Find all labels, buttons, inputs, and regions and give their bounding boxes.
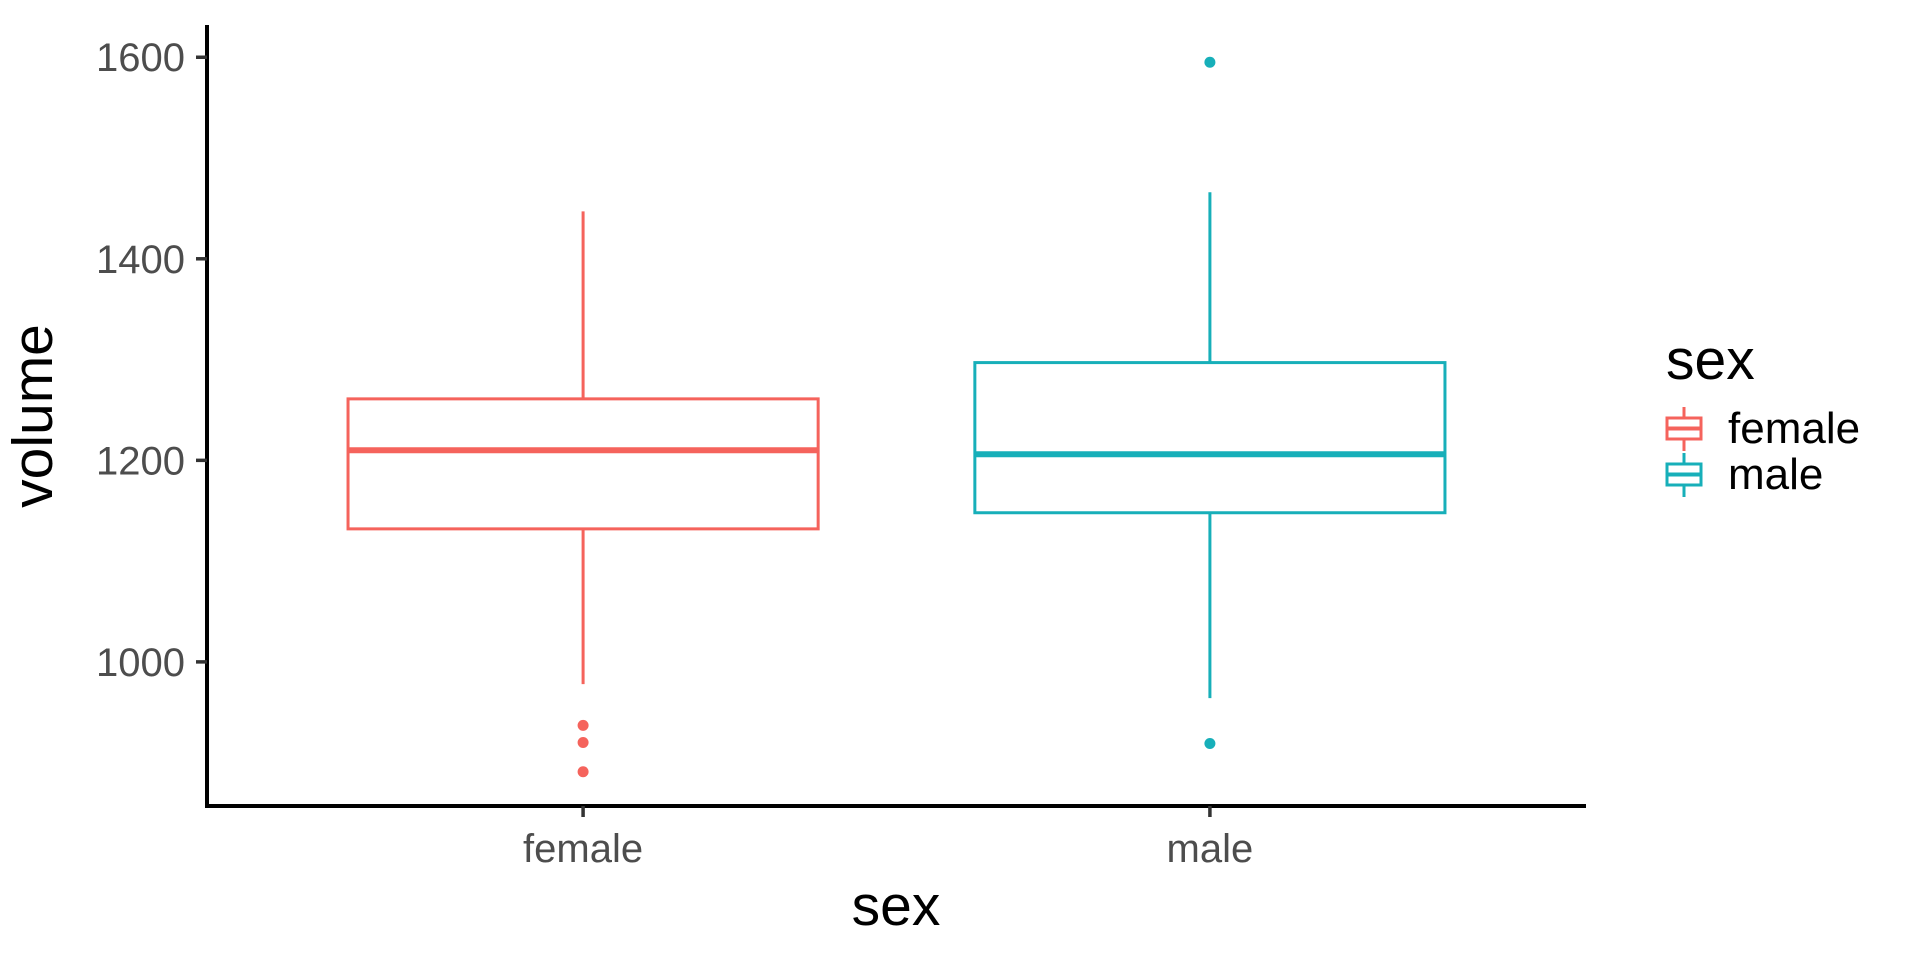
female-box — [346, 397, 820, 531]
y-tick-label: 1600 — [96, 36, 185, 80]
male-outlier-point — [1204, 738, 1216, 750]
plot-panel: 1000 1200 1400 1600 female male — [96, 25, 1586, 871]
y-tick-label: 1000 — [96, 641, 185, 685]
legend-title: sex — [1666, 328, 1755, 392]
female-outlier-point — [577, 766, 589, 778]
x-tick-label: male — [1167, 827, 1254, 871]
female-outlier-point — [577, 719, 589, 731]
male-outlier-point — [1204, 56, 1216, 68]
male-box — [973, 361, 1447, 515]
legend-label-female: female — [1728, 404, 1861, 453]
boxplot-key-female-icon — [1665, 407, 1703, 451]
y-tick-label: 1400 — [96, 238, 185, 282]
boxplot-key-male-icon — [1665, 453, 1703, 497]
legend: sex female male — [1662, 330, 1912, 498]
legend-label-male: male — [1728, 450, 1824, 499]
legend-item-male: male — [1662, 452, 1912, 498]
x-tick-label: female — [523, 827, 643, 871]
y-axis-title: volume — [1, 324, 65, 508]
female-outlier-point — [577, 737, 589, 749]
x-axis-title: sex — [852, 874, 941, 938]
y-tick-label: 1200 — [96, 439, 185, 483]
legend-item-female: female — [1662, 406, 1912, 452]
